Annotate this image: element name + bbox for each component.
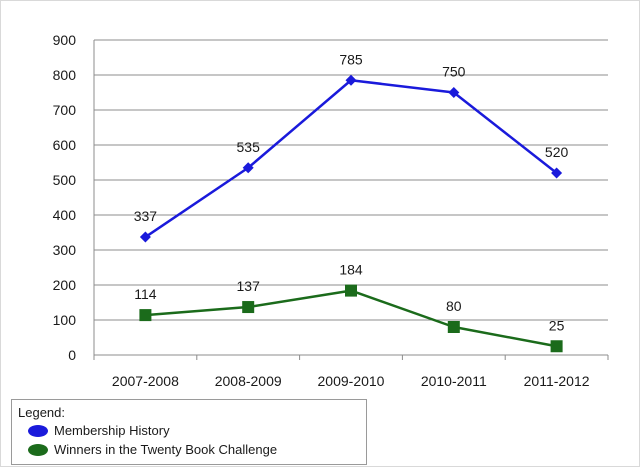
y-tick-label: 200 (53, 277, 77, 293)
series-line-membership (144, 79, 558, 239)
data-label-membership: 520 (545, 144, 569, 160)
y-tick-label: 800 (53, 67, 77, 83)
y-tick-label: 300 (53, 242, 77, 258)
y-tick-label: 0 (68, 347, 76, 363)
y-tick-label: 600 (53, 137, 77, 153)
x-tick-label: 2011-2012 (524, 373, 590, 389)
y-tick-label: 100 (53, 312, 77, 328)
data-point-membership (345, 74, 357, 86)
data-label-membership: 337 (134, 208, 158, 224)
x-tick-label: 2010-2011 (421, 373, 487, 389)
data-point-winners (345, 284, 357, 297)
data-point-membership (551, 167, 563, 179)
legend: Legend: Membership History Winners in th… (11, 399, 367, 465)
y-tick-label: 400 (53, 207, 77, 223)
legend-title: Legend: (18, 405, 65, 420)
x-tick-label: 2009-2010 (318, 373, 385, 389)
data-label-winners: 184 (339, 262, 363, 278)
data-point-membership (242, 162, 254, 174)
x-tick-label: 2007-2008 (112, 373, 179, 389)
y-tick-label: 700 (53, 102, 77, 118)
data-point-winners (447, 321, 460, 333)
data-label-membership: 750 (442, 64, 466, 80)
data-label-membership: 535 (237, 139, 261, 155)
legend-swatch-winners (28, 443, 48, 456)
data-label-winners: 80 (446, 298, 462, 314)
data-point-winners (550, 340, 563, 353)
legend-item-winners: Winners in the Twenty Book Challenge (18, 440, 360, 459)
x-tick-label: 2008-2009 (215, 373, 282, 389)
data-label-winners: 25 (549, 317, 565, 333)
data-point-winners (139, 309, 152, 322)
legend-swatch-membership (28, 424, 48, 437)
data-point-membership (448, 87, 460, 98)
data-point-membership (139, 231, 151, 243)
legend-label-membership: Membership History (54, 423, 170, 438)
data-label-winners: 137 (237, 278, 261, 294)
y-tick-label: 900 (53, 32, 77, 48)
series-line-winners (145, 289, 557, 348)
data-label-winners: 114 (134, 286, 157, 302)
data-label-membership: 785 (339, 51, 363, 67)
data-point-winners (242, 301, 255, 314)
legend-item-membership: Membership History (18, 421, 360, 440)
legend-label-winners: Winners in the Twenty Book Challenge (54, 442, 278, 457)
y-tick-label: 500 (53, 172, 77, 188)
